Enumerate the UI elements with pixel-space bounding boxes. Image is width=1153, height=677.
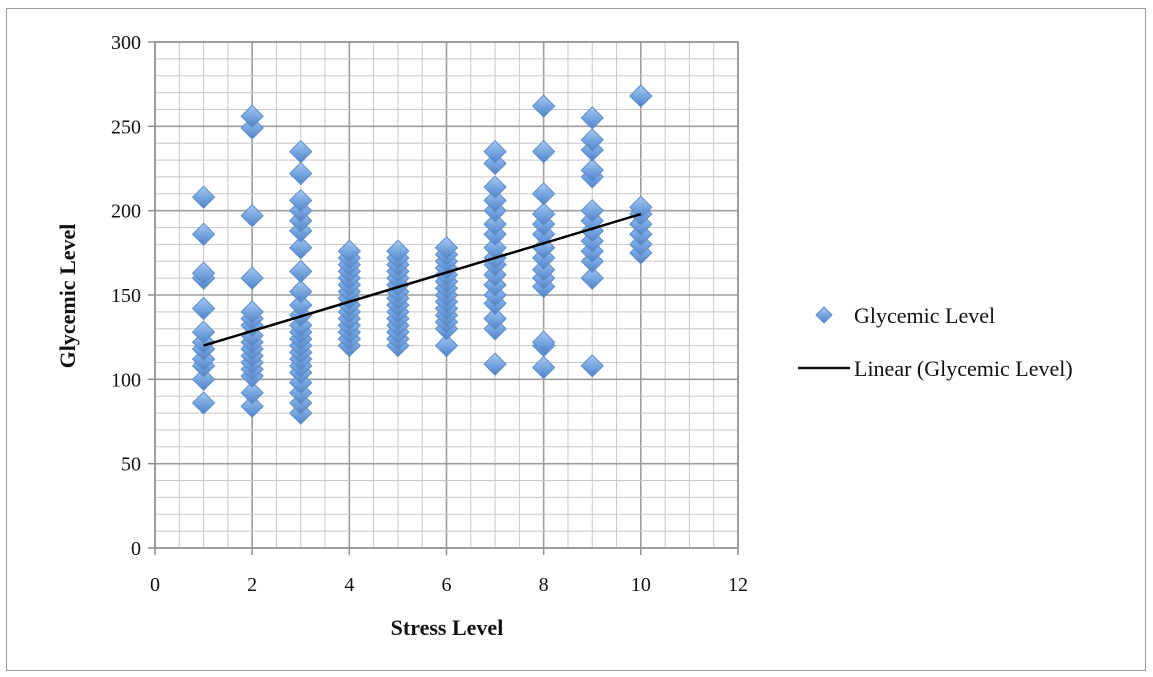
- x-tick-label: 0: [150, 574, 160, 596]
- data-point: [580, 354, 604, 378]
- data-point: [531, 182, 556, 206]
- x-tick-label: 12: [728, 574, 748, 596]
- data-point: [191, 185, 216, 209]
- data-point: [191, 391, 216, 415]
- data-point: [483, 306, 507, 331]
- data-point: [289, 279, 313, 304]
- data-point: [483, 175, 507, 199]
- data-point: [483, 352, 507, 376]
- data-point: [580, 198, 604, 223]
- data-point: [531, 330, 556, 354]
- data-point: [240, 394, 264, 419]
- data-point: [629, 195, 653, 220]
- data-point: [531, 139, 556, 164]
- data-point: [191, 320, 216, 344]
- data-point: [289, 259, 313, 284]
- y-tick-label: 150: [111, 285, 141, 307]
- y-tick-label: 250: [111, 116, 141, 138]
- data-point: [240, 300, 264, 324]
- data-point: [434, 333, 459, 358]
- y-axis-title: Glycemic Level: [55, 224, 80, 369]
- data-point: [289, 139, 313, 164]
- y-tick-label: 100: [111, 369, 141, 391]
- data-point: [240, 204, 264, 228]
- data-point: [289, 188, 313, 213]
- data-point: [531, 94, 556, 118]
- data-point: [531, 236, 556, 260]
- y-tick-label: 300: [111, 32, 141, 54]
- trend-line: [203, 212, 642, 347]
- x-tick-label: 2: [247, 574, 257, 596]
- data-point: [483, 212, 507, 236]
- data-point: [240, 381, 264, 405]
- data-point: [531, 202, 556, 226]
- data-point: [483, 151, 507, 176]
- data-point: [289, 236, 313, 260]
- trend-layer: [203, 212, 642, 347]
- legend: Glycemic Level Linear (Glycemic Level): [798, 303, 1073, 381]
- data-point: [580, 266, 604, 290]
- data-point: [289, 161, 313, 186]
- y-tick-label: 50: [121, 454, 141, 476]
- data-point: [483, 188, 507, 213]
- data-point: [191, 261, 216, 285]
- data-point: [580, 158, 604, 182]
- x-tick-label: 8: [539, 574, 549, 596]
- x-axis-title: Stress Level: [391, 615, 504, 640]
- legend-label-glycemic-level: Glycemic Level: [854, 303, 995, 328]
- data-point: [337, 239, 362, 263]
- x-tick-label: 6: [442, 574, 452, 596]
- point-layer: [191, 84, 653, 425]
- data-point: [240, 104, 264, 128]
- axis-layer: 0 2 4 6 8 10 12 0 50 100 150 200 250 300: [111, 32, 748, 596]
- legend-label-linear: Linear (Glycemic Level): [854, 356, 1073, 381]
- data-point: [531, 257, 556, 282]
- data-point: [386, 239, 410, 263]
- data-point: [580, 128, 604, 152]
- x-tick-label: 4: [344, 574, 354, 596]
- y-tick-label: 200: [111, 201, 141, 223]
- x-tick-label: 10: [631, 574, 651, 596]
- data-point: [240, 266, 264, 290]
- data-point: [531, 355, 556, 380]
- data-point: [191, 222, 216, 246]
- data-point: [629, 84, 653, 108]
- data-point: [191, 367, 216, 392]
- data-point: [580, 106, 604, 130]
- data-point: [483, 139, 507, 164]
- legend-diamond-icon: [815, 306, 833, 324]
- y-tick-label: 0: [131, 538, 141, 560]
- data-point: [240, 116, 264, 140]
- data-point: [191, 296, 216, 321]
- data-point: [434, 236, 459, 260]
